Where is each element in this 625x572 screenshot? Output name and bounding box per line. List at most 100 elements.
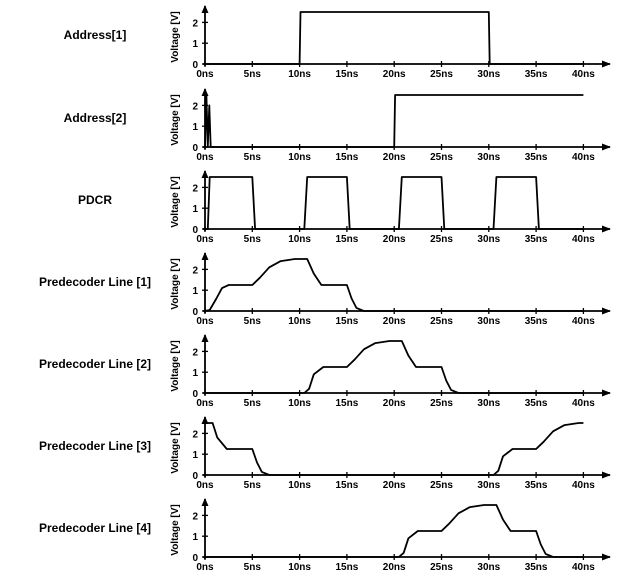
y-axis-arrow [201, 170, 209, 178]
x-tick-label: 25ns [430, 480, 453, 491]
x-tick-label: 5ns [244, 316, 262, 327]
x-tick-label: 5ns [244, 398, 262, 409]
x-tick-label: 10ns [288, 316, 311, 327]
y-tick-label: 0 [192, 553, 198, 564]
x-tick-label: 5ns [244, 562, 262, 572]
waveform-line [205, 11, 584, 65]
signal-name: Predecoder Line [1] [38, 275, 152, 289]
y-axis-label: Voltage [V] [170, 11, 181, 62]
signal-name: Address[1] [63, 28, 127, 42]
x-axis-arrow [602, 225, 611, 233]
x-tick-label: 0ns [196, 152, 214, 163]
y-axis-label: Voltage [V] [170, 176, 181, 227]
x-tick-label: 30ns [477, 562, 500, 572]
signal-name: Predecoder Line [2] [38, 357, 152, 371]
x-tick-label: 0ns [196, 234, 214, 245]
x-tick-label: 30ns [477, 69, 500, 80]
x-tick-label: 25ns [430, 152, 453, 163]
x-tick-label: 30ns [477, 316, 500, 327]
y-tick-label: 1 [192, 368, 198, 379]
y-axis-label: Voltage [V] [170, 340, 181, 391]
y-axis-arrow [201, 88, 209, 96]
y-axis-arrow [201, 5, 209, 13]
x-tick-label: 35ns [525, 234, 548, 245]
y-tick-label: 1 [192, 450, 198, 461]
x-tick-label: 5ns [244, 480, 262, 491]
y-tick-label: 2 [192, 265, 198, 276]
x-tick-label: 40ns [572, 562, 595, 572]
x-tick-label: 10ns [288, 398, 311, 409]
x-tick-label: 20ns [383, 152, 406, 163]
x-tick-label: 20ns [383, 480, 406, 491]
y-tick-label: 0 [192, 307, 198, 318]
x-tick-label: 25ns [430, 69, 453, 80]
x-tick-label: 25ns [430, 398, 453, 409]
x-tick-label: 30ns [477, 152, 500, 163]
waveform-line [204, 94, 584, 148]
waveform-line [205, 422, 584, 476]
x-tick-label: 35ns [525, 152, 548, 163]
x-tick-label: 35ns [525, 398, 548, 409]
x-tick-label: 20ns [383, 234, 406, 245]
y-axis-arrow [201, 252, 209, 260]
y-tick-label: 0 [192, 389, 198, 400]
x-tick-label: 40ns [572, 69, 595, 80]
x-tick-label: 5ns [244, 69, 262, 80]
x-tick-label: 25ns [430, 234, 453, 245]
x-tick-label: 10ns [288, 69, 311, 80]
y-tick-label: 2 [192, 511, 198, 522]
y-tick-label: 1 [192, 532, 198, 543]
x-axis-arrow [602, 60, 611, 68]
x-tick-label: 10ns [288, 480, 311, 491]
waveform-line [205, 340, 584, 394]
x-tick-label: 10ns [288, 152, 311, 163]
y-tick-label: 2 [192, 429, 198, 440]
x-tick-label: 15ns [336, 316, 359, 327]
x-axis-arrow [602, 471, 611, 479]
x-tick-label: 20ns [383, 69, 406, 80]
x-tick-label: 0ns [196, 398, 214, 409]
x-tick-label: 15ns [336, 69, 359, 80]
y-tick-label: 0 [192, 143, 198, 154]
y-axis-arrow [201, 416, 209, 424]
x-tick-label: 25ns [430, 562, 453, 572]
x-tick-label: 0ns [196, 69, 214, 80]
x-axis-arrow [602, 307, 611, 315]
x-tick-label: 20ns [383, 562, 406, 572]
y-tick-label: 1 [192, 122, 198, 133]
waveform-line [205, 504, 584, 558]
signal-name: Address[2] [63, 111, 127, 125]
x-tick-label: 5ns [244, 152, 262, 163]
x-tick-label: 35ns [525, 69, 548, 80]
y-tick-label: 0 [192, 225, 198, 236]
x-tick-label: 0ns [196, 480, 214, 491]
y-axis-label: Voltage [V] [170, 504, 181, 555]
y-axis-arrow [201, 334, 209, 342]
x-tick-label: 20ns [383, 316, 406, 327]
x-tick-label: 20ns [383, 398, 406, 409]
y-tick-label: 1 [192, 39, 198, 50]
x-tick-label: 15ns [336, 234, 359, 245]
x-tick-label: 35ns [525, 562, 548, 572]
x-tick-label: 15ns [336, 152, 359, 163]
x-tick-label: 40ns [572, 398, 595, 409]
x-tick-label: 15ns [336, 562, 359, 572]
x-tick-label: 35ns [525, 316, 548, 327]
x-tick-label: 0ns [196, 562, 214, 572]
signal-name: PDCR [77, 193, 112, 207]
y-tick-label: 2 [192, 101, 198, 112]
y-tick-label: 0 [192, 471, 198, 482]
x-tick-label: 40ns [572, 480, 595, 491]
x-axis-arrow [602, 553, 611, 561]
y-tick-label: 1 [192, 204, 198, 215]
x-tick-label: 5ns [244, 234, 262, 245]
x-tick-label: 15ns [336, 480, 359, 491]
